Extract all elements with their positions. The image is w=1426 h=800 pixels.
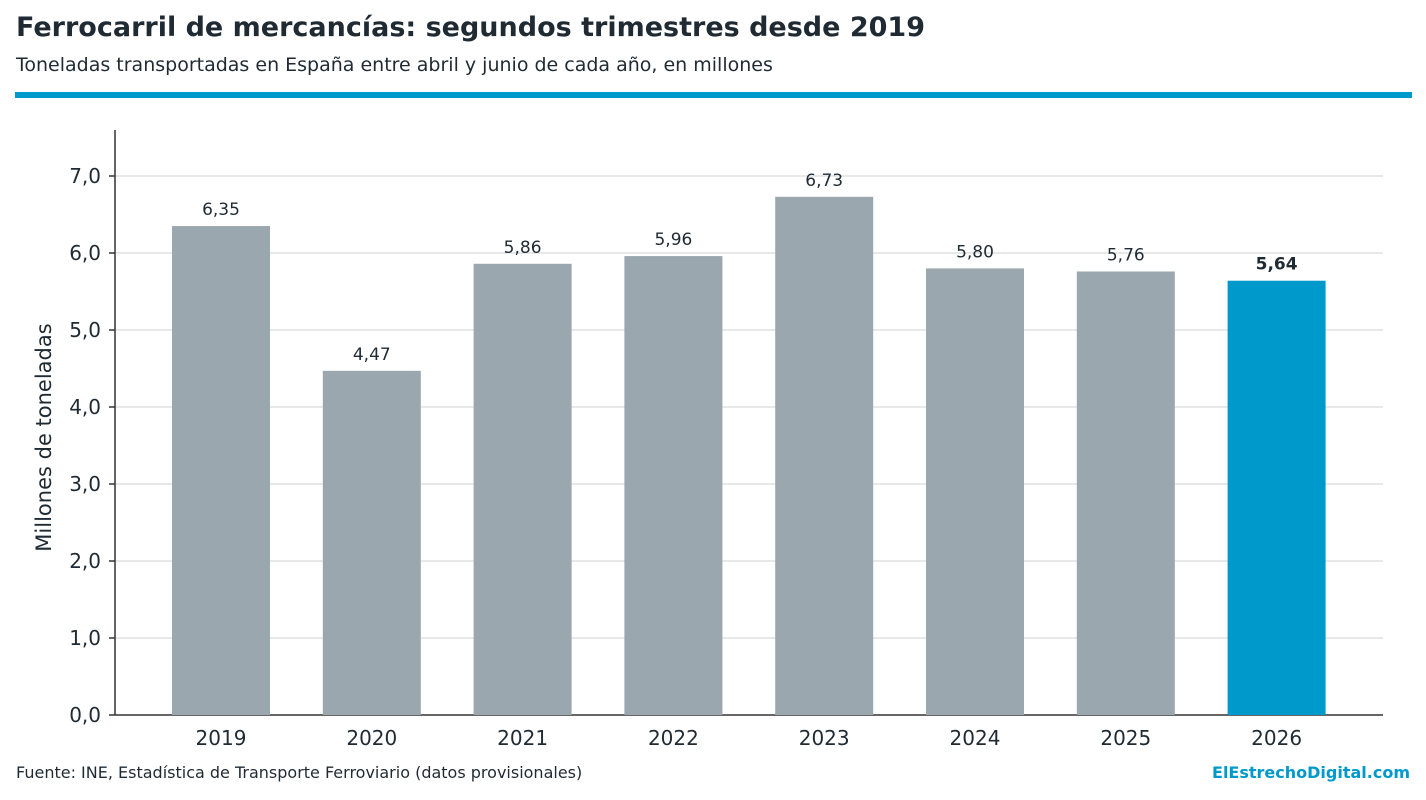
y-tick-label: 0,0 (69, 703, 101, 727)
value-label-2024: 5,80 (956, 242, 994, 262)
x-tick-label-2024: 2024 (950, 726, 1001, 750)
x-tick-label-2019: 2019 (196, 726, 247, 750)
bar-2025 (1076, 271, 1175, 715)
chart-subtitle: Toneladas transportadas en España entre … (16, 54, 773, 76)
bar-2026 (1227, 280, 1326, 715)
y-tick-label: 7,0 (69, 164, 101, 188)
accent-rule (15, 92, 1412, 98)
bar-2022 (624, 256, 723, 715)
value-label-2023: 6,73 (805, 171, 843, 191)
y-tick-label: 6,0 (69, 241, 101, 265)
x-tick-label-2021: 2021 (497, 726, 548, 750)
value-label-2021: 5,86 (504, 238, 542, 258)
bar-2019 (172, 226, 270, 716)
x-tick-label-2023: 2023 (799, 726, 850, 750)
x-tick-label-2020: 2020 (346, 726, 397, 750)
value-label-2019: 6,35 (202, 200, 240, 220)
value-label-2026: 5,64 (1256, 255, 1298, 275)
value-label-2022: 5,96 (654, 230, 692, 250)
y-tick-label: 3,0 (69, 472, 101, 496)
source-note: Fuente: INE, Estadística de Transporte F… (16, 763, 583, 782)
x-tick-label-2022: 2022 (648, 726, 699, 750)
chart-title: Ferrocarril de mercancías: segundos trim… (16, 12, 925, 43)
y-tick-label: 2,0 (69, 549, 101, 573)
value-label-2025: 5,76 (1107, 245, 1145, 265)
y-tick-label: 5,0 (69, 318, 101, 342)
y-tick-label: 1,0 (69, 626, 101, 650)
x-tick-label-2025: 2025 (1100, 726, 1151, 750)
y-tick-label: 4,0 (69, 395, 101, 419)
bar-2023 (775, 196, 874, 715)
y-axis-title: Millones de toneladas (32, 323, 56, 551)
brand-link[interactable]: ElEstrechoDigital.com (1212, 763, 1410, 782)
x-tick-label-2026: 2026 (1251, 726, 1302, 750)
bar-2020 (322, 370, 421, 715)
bar-2021 (473, 263, 572, 715)
bar-chart: 0,0 1,0 2,0 3,0 4,0 5,0 6,0 7,0 Millones de tone… (32, 130, 1383, 750)
value-label-2020: 4,47 (353, 345, 391, 365)
bar-2024 (926, 268, 1024, 715)
